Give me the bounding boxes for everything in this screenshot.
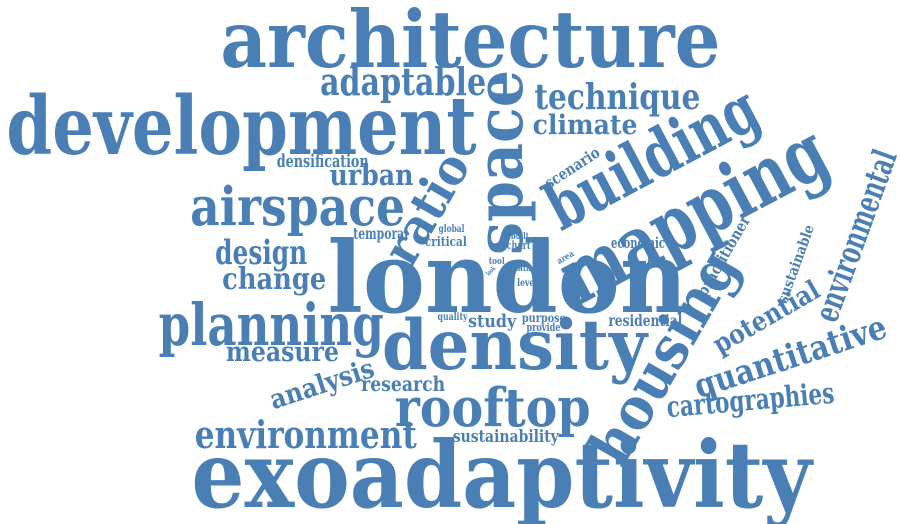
word-economic: economic <box>611 234 665 252</box>
word-chart: chart <box>506 238 531 253</box>
word-airspace: airspace <box>190 175 406 239</box>
word-built: built <box>510 231 530 242</box>
word-provide: provide <box>526 320 560 335</box>
word-global: global <box>438 223 466 235</box>
word-purpose: purpose <box>521 309 566 325</box>
word-architecture: architecture <box>219 0 721 86</box>
word-change: change <box>222 261 326 297</box>
word-temporal: temporal <box>353 224 409 244</box>
word-density: density <box>382 305 648 387</box>
word-rooftop: rooftop <box>395 376 591 440</box>
word-data: data <box>513 263 531 274</box>
word-development: development <box>6 78 478 174</box>
word-planning: planning <box>158 289 384 359</box>
word-technique: technique <box>533 76 701 119</box>
word-exoadaptivity: exoadaptivity <box>191 421 813 524</box>
word-urban: urban <box>328 158 413 193</box>
word-environment: environment <box>194 411 418 457</box>
word-cartographies: cartographies <box>664 376 836 425</box>
word-sustainability: sustainability <box>453 425 559 446</box>
word-london: london <box>327 219 689 336</box>
word-tool: tool <box>488 256 505 267</box>
word-quality: quality <box>437 311 468 323</box>
word-research: research <box>360 371 445 396</box>
word-climate: climate <box>532 109 638 141</box>
word-study: study <box>467 311 516 333</box>
word-critical: critical <box>424 234 468 251</box>
word-residential: residential <box>607 311 682 331</box>
word-level: level <box>517 277 537 289</box>
word-design: design <box>214 232 308 273</box>
word-adaptable: adaptable <box>319 58 487 104</box>
word-measure: measure <box>225 336 339 368</box>
word-densification: densification <box>277 151 369 173</box>
